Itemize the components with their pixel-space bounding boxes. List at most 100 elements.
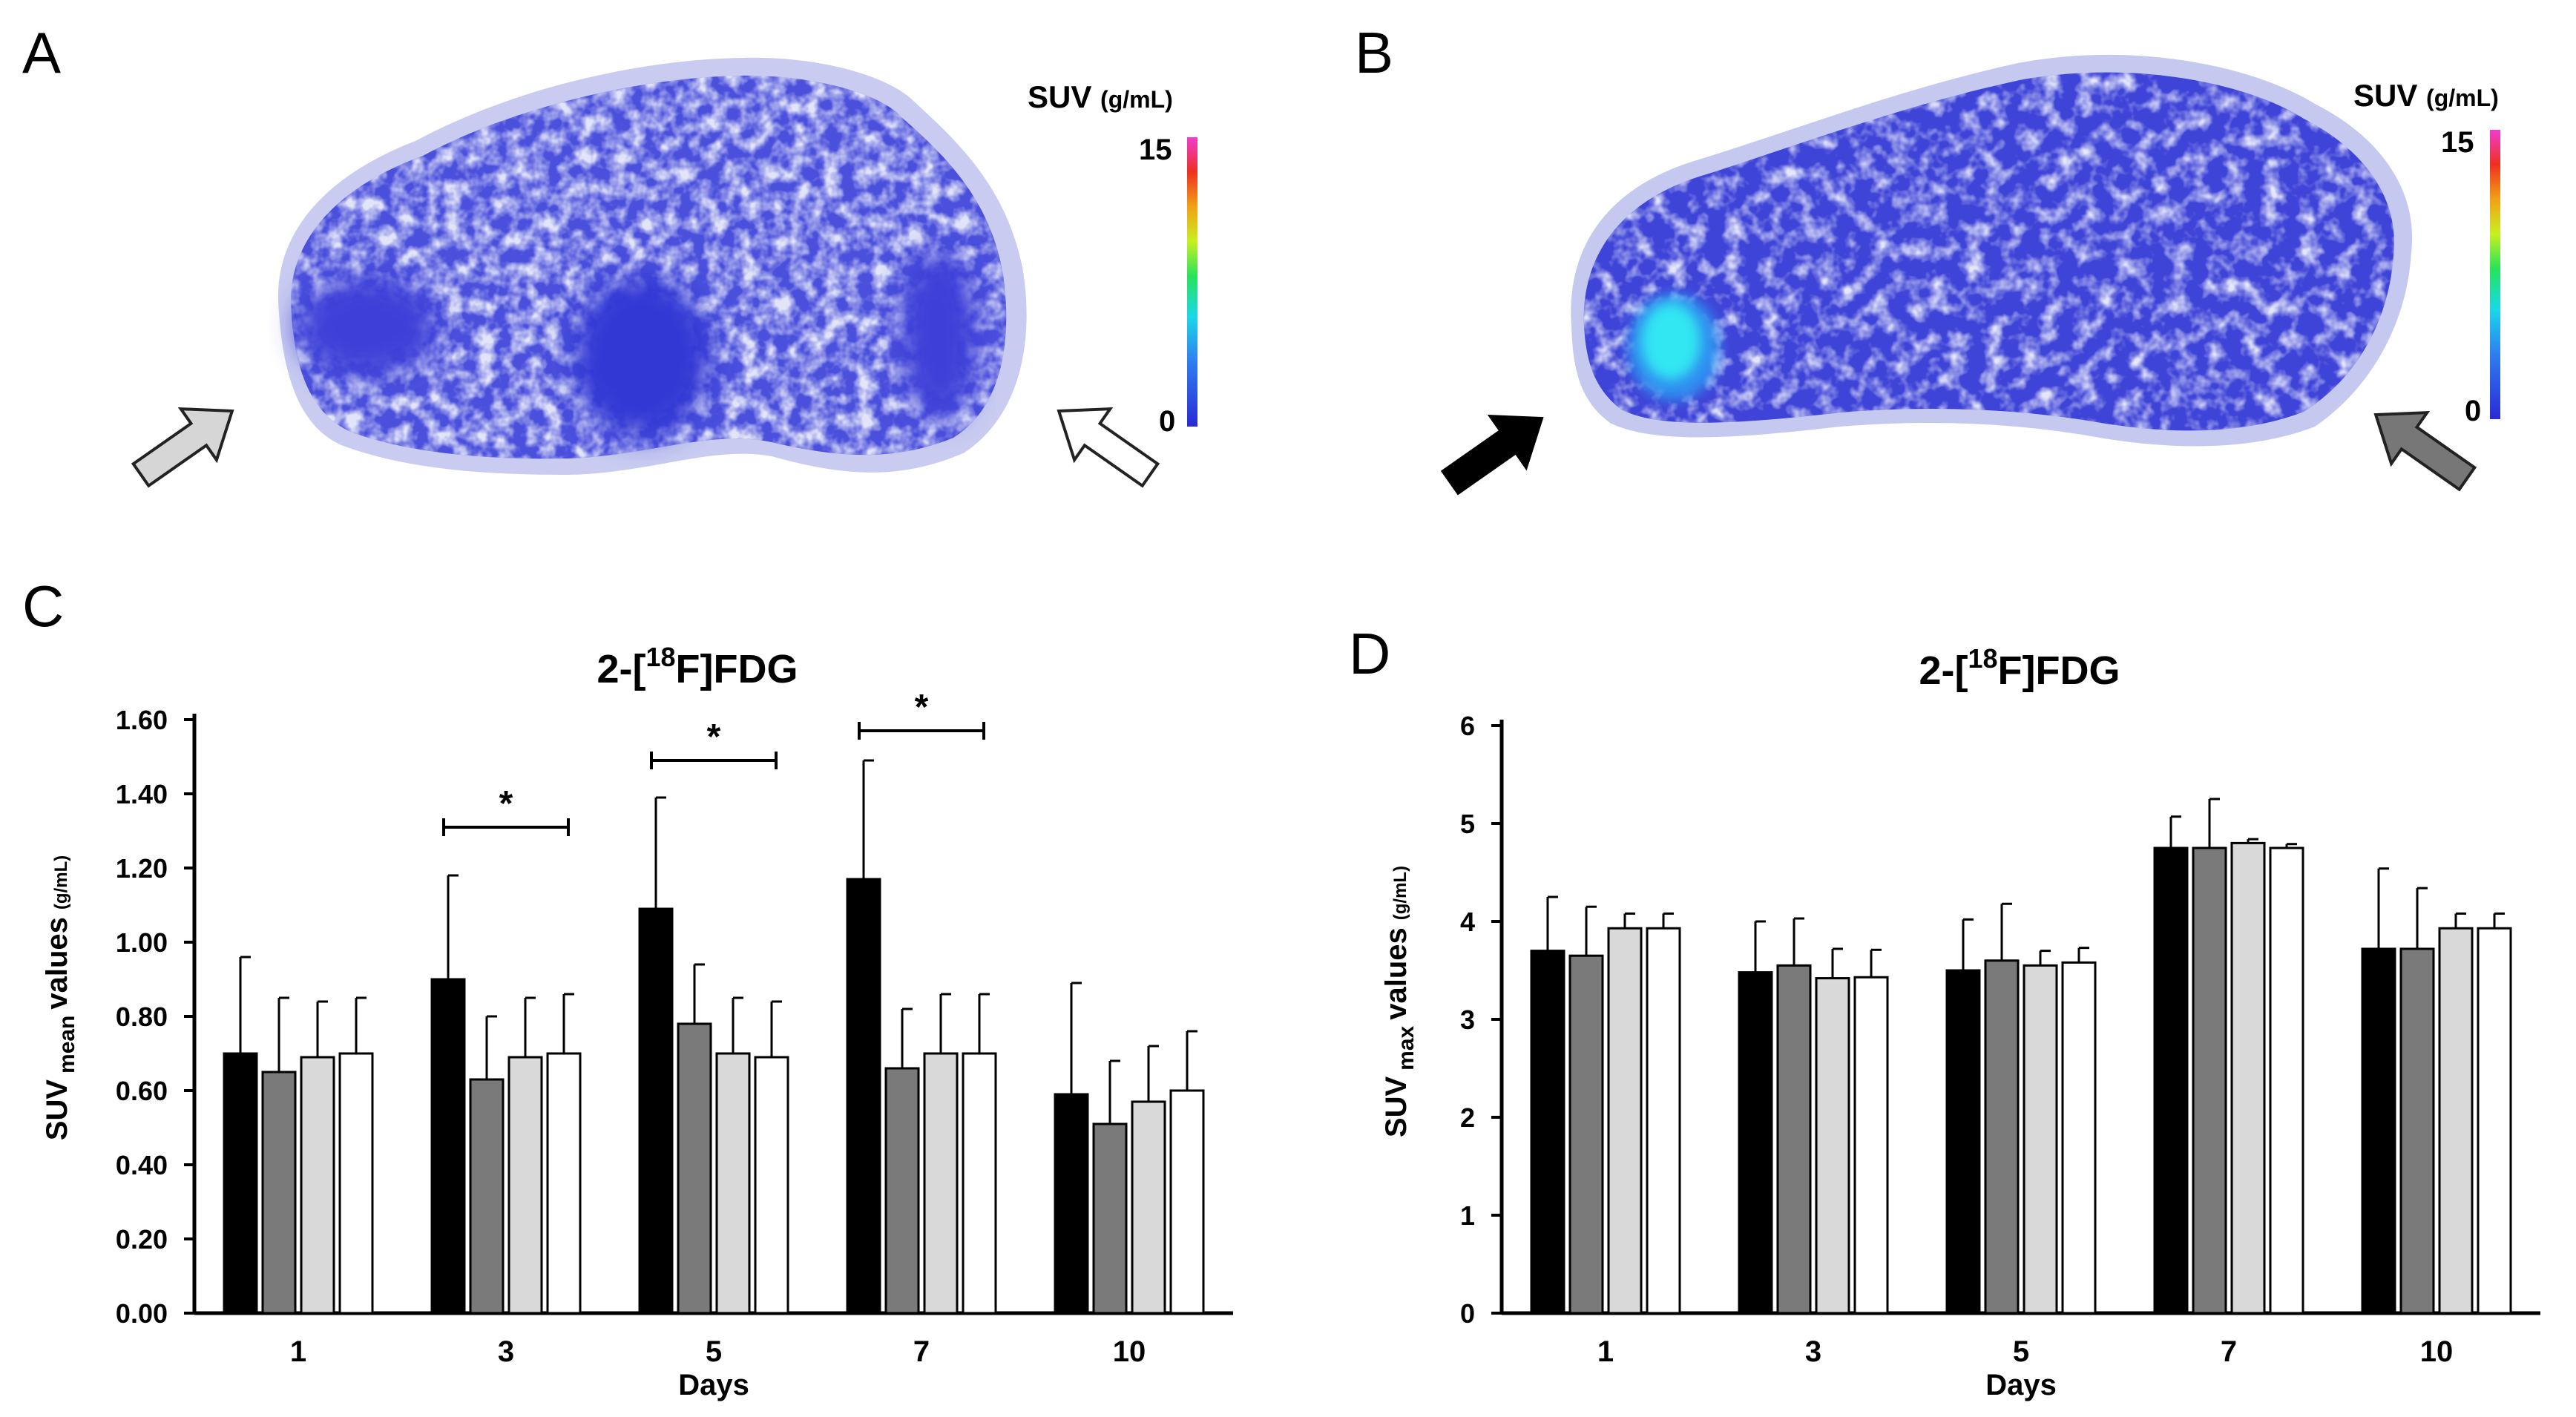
- y-axis-label: SUV mean values (g/mL): [41, 855, 79, 1140]
- bar-day-7-group-2: [2192, 846, 2227, 1315]
- x-axis-label: Days: [678, 1369, 749, 1401]
- bar-day-7-group-4: [2269, 846, 2304, 1315]
- hotspot-uptake: [1641, 303, 1701, 380]
- bar-day-3-group-3: [507, 1056, 543, 1315]
- bar-day-3-group-1: [1738, 971, 1773, 1315]
- bar-day-10-group-3: [2438, 927, 2474, 1315]
- y-tick-label: 1.00: [116, 927, 168, 958]
- y-axis-label: SUV max values (g/mL): [1380, 866, 1419, 1137]
- panel-d-letter: D: [1349, 621, 1391, 686]
- panel-c-letter: C: [22, 573, 65, 639]
- x-tick-label: 10: [1113, 1335, 1146, 1368]
- chart-title: 2-[18F]FDG: [1919, 643, 2120, 693]
- panel-b-suv-label: SUV (g/mL): [2353, 80, 2499, 111]
- panel-a-scale-min: 0: [1159, 405, 1176, 438]
- title-suffix: F]FDG: [1998, 648, 2120, 693]
- bar-day-5-group-4: [2061, 961, 2097, 1315]
- title-prefix: 2-[: [597, 647, 646, 691]
- bar-day-3-group-2: [469, 1078, 505, 1315]
- tumor-texture: [291, 75, 1007, 459]
- center-uptake: [571, 274, 712, 438]
- x-tick-label: 3: [1805, 1335, 1821, 1368]
- significance-star: *: [707, 717, 721, 757]
- bar-day-10-group-1: [1054, 1093, 1089, 1315]
- bar-day-7-group-2: [884, 1067, 920, 1315]
- ylabel-rest: values: [41, 917, 73, 1010]
- bar-day-3-group-2: [1776, 964, 1812, 1315]
- x-tick-label: 1: [1597, 1335, 1614, 1368]
- suv-text: SUV: [1028, 79, 1092, 114]
- title-suffix: F]FDG: [676, 647, 798, 691]
- y-tick-label: 6: [1460, 711, 1475, 741]
- ylabel-unit: (g/mL): [1390, 866, 1410, 920]
- y-tick-label: 4: [1460, 907, 1475, 937]
- y-tick-label: 1.60: [116, 705, 168, 735]
- x-tick-label: 5: [706, 1335, 722, 1368]
- suv-text: SUV: [2353, 78, 2418, 113]
- bar-day-7-group-3: [923, 1052, 959, 1315]
- bar-day-1-group-2: [1568, 954, 1604, 1315]
- y-tick-label: 0.60: [116, 1076, 168, 1106]
- left-lobe-uptake: [297, 274, 438, 378]
- bar-day-1-group-1: [223, 1052, 258, 1315]
- bar-day-1-group-1: [1530, 950, 1565, 1315]
- bar-day-1-group-2: [261, 1071, 297, 1315]
- chart-title: 2-[18F]FDG: [597, 642, 798, 691]
- ylabel-main: SUV: [1380, 1076, 1413, 1138]
- x-tick-label: 5: [2013, 1335, 2029, 1368]
- significance-star: *: [499, 784, 513, 823]
- bar-day-3-group-4: [1853, 976, 1889, 1315]
- y-tick-label: 1: [1460, 1200, 1475, 1231]
- y-tick-label: 0.20: [116, 1224, 168, 1255]
- ylabel-unit: (g/mL): [51, 855, 71, 910]
- y-tick-label: 1.40: [116, 779, 168, 809]
- y-tick-label: 0.00: [116, 1298, 168, 1329]
- bar-day-1-group-4: [338, 1052, 374, 1315]
- bar-day-5-group-3: [715, 1052, 751, 1315]
- panel-d-bar-chart: 2-[18F]FDG 0 1 2 3 4 5 6 SUV max values (g/mL) Days 1…: [1380, 643, 2540, 1401]
- ylabel-subscript: mean: [55, 1016, 79, 1074]
- y-tick-label: 5: [1460, 809, 1475, 839]
- bar-day-1-group-4: [1646, 927, 1681, 1315]
- bar-day-10-group-2: [1092, 1122, 1128, 1315]
- light-gray-arrow-icon: [131, 407, 234, 488]
- y-tick-label: 3: [1460, 1005, 1475, 1035]
- x-tick-label: 3: [498, 1335, 514, 1368]
- panel-b-colorbar: [2490, 130, 2500, 419]
- bar-day-7-group-4: [962, 1052, 997, 1315]
- panel-b-scale-max: 15: [2441, 126, 2474, 159]
- ylabel-subscript: max: [1394, 1025, 1419, 1070]
- panel-a-pet-image: [131, 57, 1197, 488]
- x-tick-label: 10: [2420, 1335, 2454, 1368]
- y-tick-label: 1.20: [116, 853, 168, 884]
- bar-day-10-group-3: [1131, 1100, 1166, 1315]
- bar-day-10-group-4: [1169, 1089, 1205, 1315]
- bar-day-3-group-1: [430, 978, 466, 1315]
- x-tick-label: 1: [290, 1335, 306, 1368]
- y-tick-label: 2: [1460, 1102, 1475, 1133]
- suv-unit: (g/mL): [1100, 86, 1173, 113]
- bar-day-7-group-1: [846, 878, 881, 1315]
- bar-day-5-group-1: [1945, 969, 1981, 1315]
- title-prefix: 2-[: [1919, 648, 1968, 693]
- y-tick-label: 0: [1460, 1298, 1475, 1329]
- bar-day-5-group-3: [2023, 964, 2058, 1315]
- panel-a-colorbar: [1187, 137, 1197, 427]
- ylabel-main: SUV: [41, 1079, 73, 1141]
- title-superscript: 18: [1968, 643, 1998, 674]
- suv-unit: (g/mL): [2426, 85, 2499, 111]
- panel-b-scale-min: 0: [2465, 395, 2482, 427]
- y-tick-label: 0.80: [116, 1002, 168, 1032]
- panel-a-scale-max: 15: [1139, 134, 1172, 166]
- x-axis-label: Days: [1985, 1369, 2057, 1401]
- bar-day-1-group-3: [300, 1056, 335, 1315]
- bar-day-1-group-3: [1607, 927, 1643, 1315]
- bar-day-3-group-4: [546, 1052, 582, 1315]
- black-arrow-icon: [1440, 414, 1544, 496]
- bar-day-10-group-4: [2477, 927, 2512, 1315]
- x-tick-label: 7: [2221, 1335, 2237, 1368]
- significance-star: *: [915, 688, 929, 727]
- tumor-texture: [1583, 72, 2394, 431]
- bar-day-3-group-3: [1815, 977, 1850, 1315]
